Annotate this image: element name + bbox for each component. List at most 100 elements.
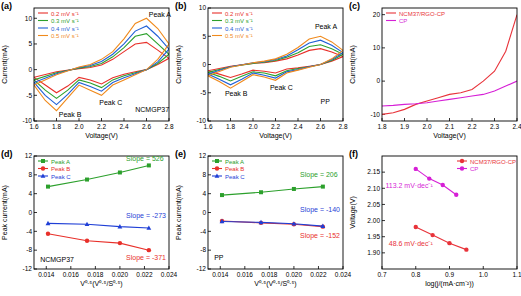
y-tick-label: 5: [28, 40, 32, 47]
marker: [321, 185, 325, 189]
y-tick-label: -5: [200, 89, 206, 96]
x-tick: [483, 266, 484, 269]
legend-label: NCM37/RGO-CP: [399, 11, 445, 17]
y-tick-label: -10: [197, 117, 207, 124]
x-tick-label: 1.1: [512, 271, 521, 278]
y-tick-label: 10: [373, 44, 381, 51]
y-axis-label: Voltage(V): [349, 196, 357, 229]
y-tick: [382, 220, 385, 221]
legend-label: 0.4 mV s⁻¹: [51, 26, 79, 32]
x-tick-label: 0.018: [87, 271, 104, 278]
marker: [85, 222, 90, 226]
annotation: Slope = 526: [126, 155, 164, 163]
legend-label: 0.2 mV s⁻¹: [51, 11, 79, 17]
x-tick-label: 2.0: [74, 123, 83, 130]
y-tick-label: -4: [26, 228, 32, 235]
y-tick-label: 5: [202, 33, 206, 40]
y-tick-label: 0: [202, 61, 206, 68]
legend-label: 0.3 mV s⁻¹: [51, 18, 79, 24]
annotation: PP: [321, 98, 331, 105]
y-tick-label: 2.15: [367, 168, 380, 175]
annotation: Slope = -371: [126, 254, 166, 262]
x-tick-label: 2.4: [512, 123, 521, 130]
y-tick: [382, 252, 385, 253]
y-tick-label: 0: [28, 209, 32, 216]
y-tick-label: 0: [28, 66, 32, 73]
panel-title: (f): [349, 149, 358, 159]
x-tick: [318, 266, 319, 269]
panel: (f)0.70.80.91.01.11.901.952.002.052.102.…: [349, 149, 521, 288]
x-tick-label: 1.9: [400, 123, 409, 130]
marker: [46, 221, 51, 225]
series-line: [48, 234, 149, 250]
y-tick-label: -5: [26, 92, 32, 99]
marker: [220, 193, 224, 197]
y-tick: [382, 47, 385, 48]
marker: [292, 222, 296, 226]
legend-swatch: [38, 35, 48, 36]
x-tick-label: 1.0: [479, 271, 488, 278]
legend-label: 0.5 mV s⁻¹: [225, 33, 253, 39]
marker: [460, 159, 464, 163]
x-tick-label: 2.8: [164, 123, 173, 130]
marker: [41, 173, 46, 177]
x-tick-label: 2.8: [338, 123, 347, 130]
legend-label: NCM37/RGO-CP: [470, 159, 516, 165]
x-tick: [46, 266, 47, 269]
x-axis-label: Voltage(V): [259, 132, 292, 140]
series-line: [208, 36, 343, 88]
y-axis-label: Current(mA): [1, 45, 9, 84]
legend-label: CP: [399, 18, 407, 24]
marker: [430, 233, 434, 237]
series-line: [222, 221, 323, 227]
plot-frame: [34, 8, 169, 121]
annotation: NCMGP37: [40, 256, 74, 263]
y-tick-label: 2.00: [367, 217, 380, 224]
legend-swatch: [212, 12, 222, 13]
x-tick: [95, 266, 96, 269]
y-tick-label: 10: [199, 4, 207, 11]
marker: [85, 239, 89, 243]
legend-label: Peak C: [225, 174, 245, 180]
legend-swatch: [38, 20, 48, 21]
y-tick-label: -12: [23, 265, 33, 272]
legend-label: 0.4 mV s⁻¹: [225, 26, 253, 32]
legend-label: Peak B: [225, 166, 244, 172]
x-tick-label: 0.7: [377, 271, 386, 278]
legend-label: 0.2 mV s⁻¹: [225, 11, 253, 17]
annotation: PP: [214, 254, 224, 261]
marker: [414, 225, 418, 229]
x-tick-label: 2.0: [248, 123, 257, 130]
x-tick: [415, 266, 416, 269]
marker: [41, 159, 45, 163]
marker: [41, 166, 45, 170]
x-tick-label: 0.022: [136, 271, 153, 278]
x-tick-label: 0.024: [335, 271, 352, 278]
marker: [441, 183, 445, 187]
annotation: Peak C: [99, 99, 122, 106]
marker: [447, 241, 451, 245]
marker: [220, 219, 225, 223]
y-tick: [382, 172, 385, 173]
x-tick: [269, 266, 270, 269]
y-tick-label: 10: [25, 15, 33, 22]
x-tick-label: 2.3: [490, 123, 499, 130]
y-tick-label: 2.10: [367, 185, 380, 192]
marker: [46, 185, 50, 189]
series-line: [382, 15, 517, 115]
legend-swatch: [386, 12, 396, 13]
plot-frame: [208, 156, 343, 269]
annotation: Slope = 206: [300, 171, 338, 179]
figure: (a)1.61.82.02.22.42.62.8-10-50510Voltage…: [0, 0, 521, 296]
plot-data: [46, 163, 152, 252]
x-tick-label: 1.8: [226, 123, 235, 130]
plot-data: [34, 18, 169, 110]
y-tick-label: 4: [28, 190, 32, 197]
y-axis-label: Current(mA): [175, 45, 183, 84]
annotation: Peak A: [149, 11, 172, 18]
plot-data: [208, 36, 343, 88]
x-tick-label: 2.2: [467, 123, 476, 130]
marker: [259, 221, 263, 225]
x-tick-label: 0.9: [445, 271, 454, 278]
y-axis-label: Peak current(mA): [1, 185, 9, 240]
